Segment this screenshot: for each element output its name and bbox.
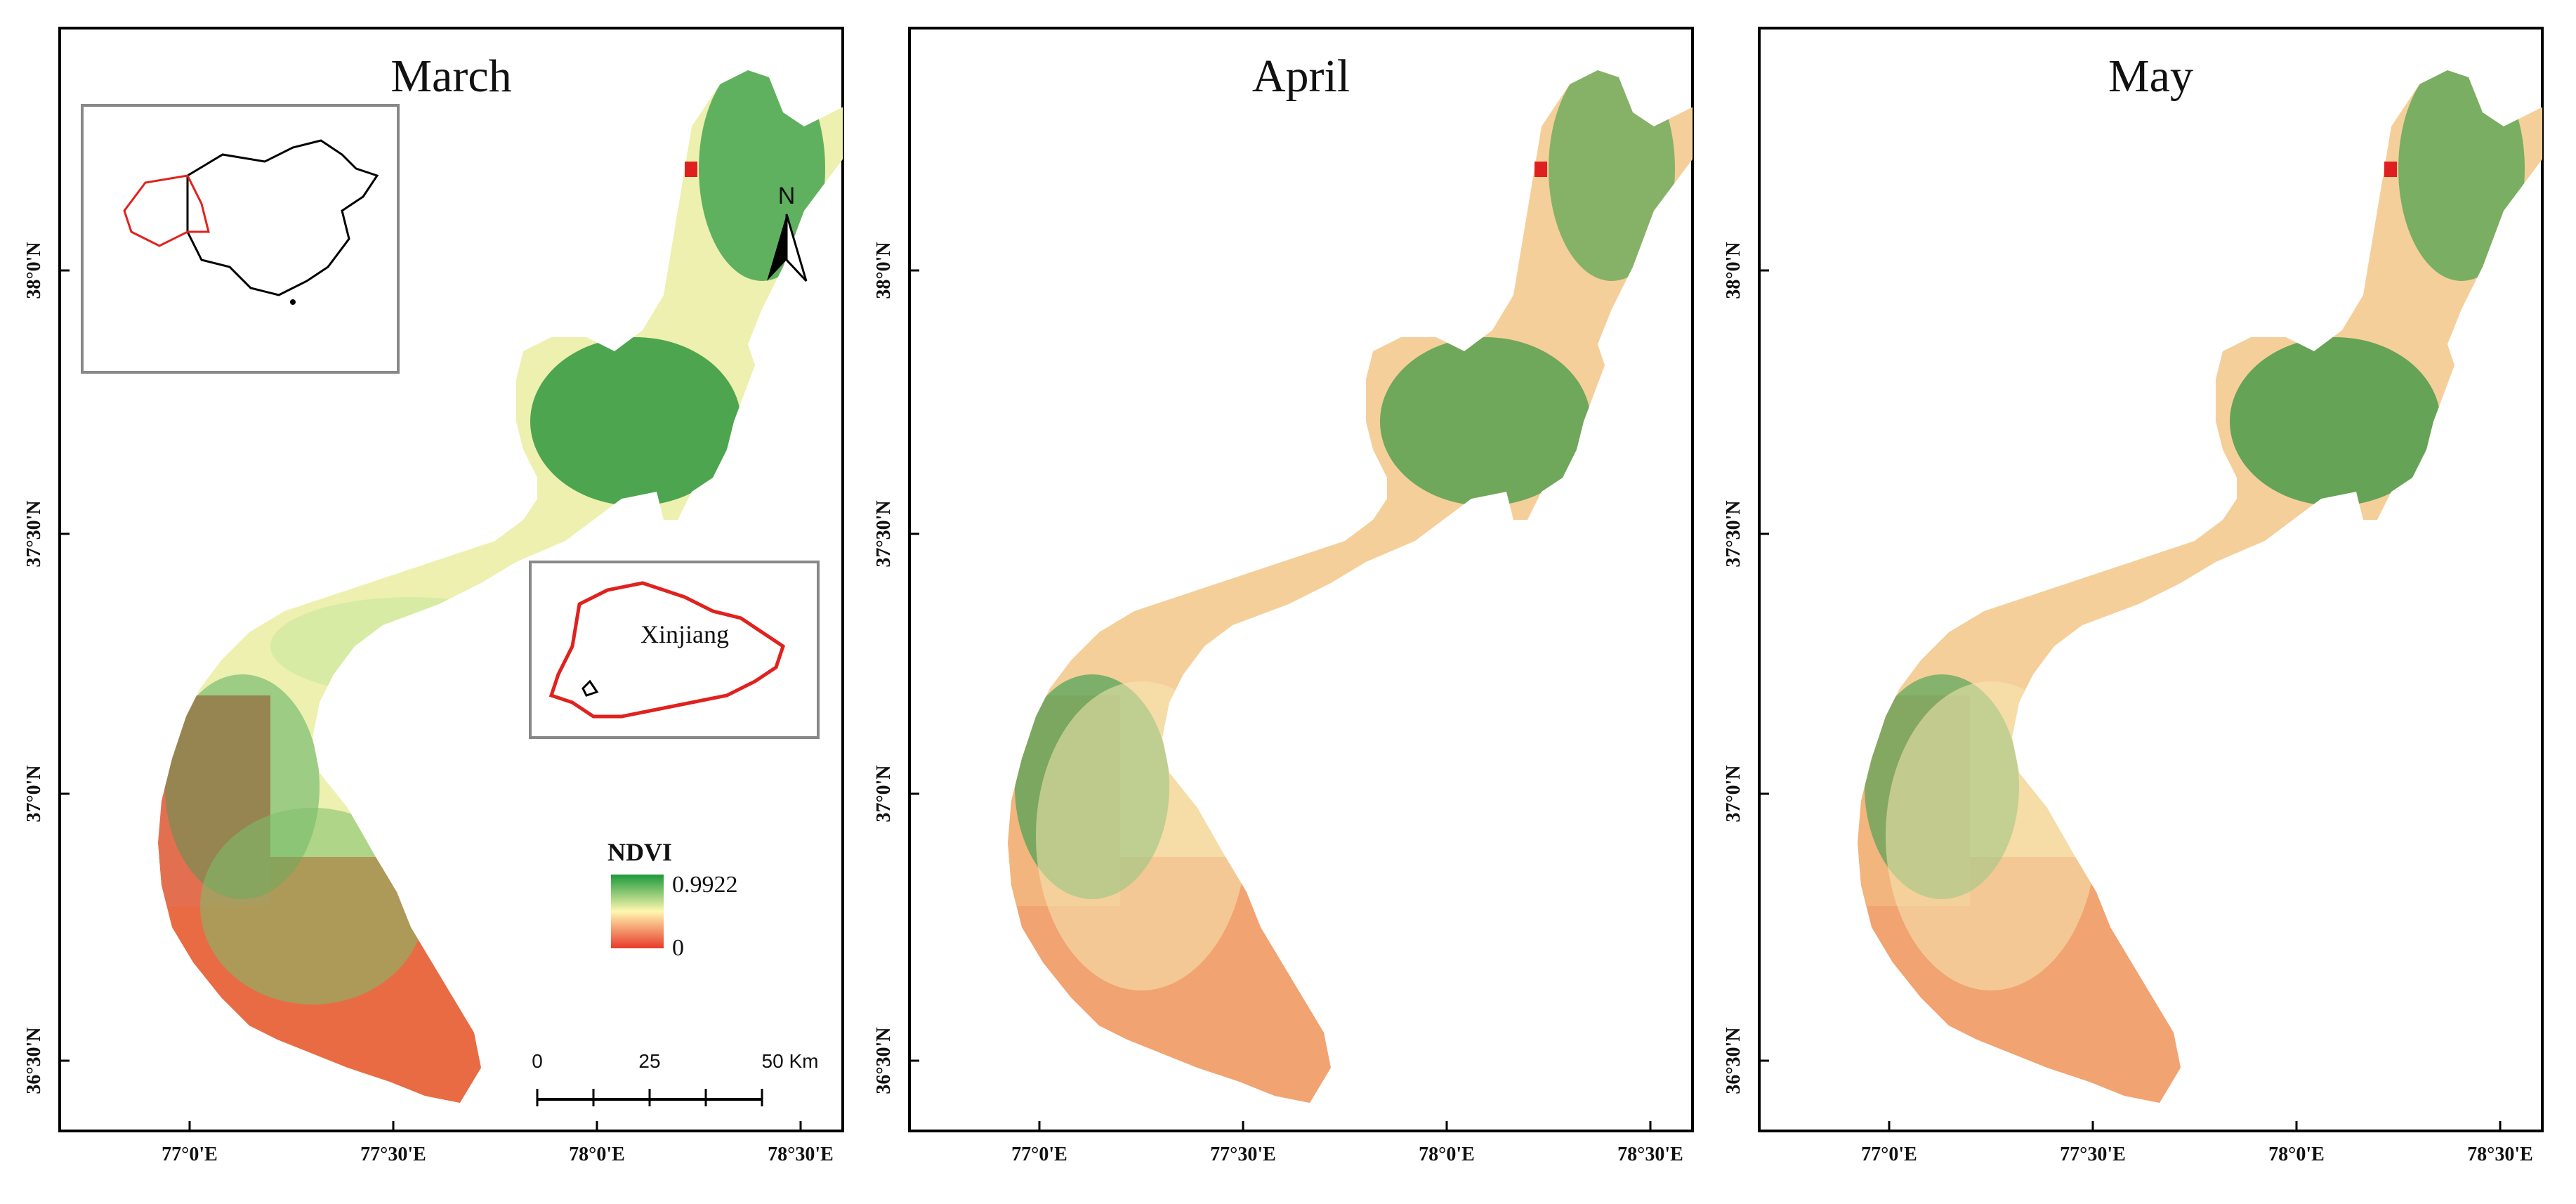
lat-label: 38°0'N [1723, 242, 1744, 299]
lat-label: 37°0'N [23, 765, 45, 822]
ndvi-low-patch [685, 162, 697, 177]
map-panel: March 38°0'N 37°30'N 37°0'N 36°30'N 77°0'E 77°… [23, 27, 844, 1165]
ndvi-low-patch [2384, 162, 2397, 177]
china-inset [81, 104, 400, 374]
lat-label: 37°30'N [873, 500, 895, 567]
lon-label: 78°30'E [1617, 1144, 1683, 1165]
panel-title: March [390, 51, 511, 102]
xinjiang-label: Xinjiang [640, 620, 729, 648]
lon-label: 78°0'E [2268, 1144, 2325, 1165]
lon-label: 77°30'E [2060, 1144, 2126, 1165]
xinjiang-outline [123, 174, 210, 247]
lon-label: 78°30'E [768, 1144, 834, 1165]
lon-label: 78°0'E [1419, 1144, 1475, 1165]
xinjiang-shape [548, 581, 785, 719]
lat-label: 36°30'N [1723, 1027, 1744, 1094]
map-panel: May 38°0'N 37°30'N 37°0'N 36°30'N 77°0'E 77°30… [1723, 27, 2544, 1165]
lon-label: 77°0'E [1011, 1144, 1067, 1165]
scale-label: 25 [638, 1050, 660, 1072]
legend-max-label: 0.9922 [672, 872, 738, 898]
panel-title: May [2108, 51, 2193, 102]
lat-label: 38°0'N [23, 242, 45, 299]
china-outline [186, 139, 379, 296]
lon-label: 77°30'E [1210, 1144, 1276, 1165]
lon-label: 78°0'E [569, 1144, 625, 1165]
study-area-marker [581, 679, 599, 697]
legend-min-label: 0 [672, 935, 684, 961]
lon-label: 78°30'E [2467, 1144, 2533, 1165]
scale-label: 0 [532, 1050, 543, 1072]
legend-gradient [611, 875, 664, 948]
lat-label: 37°0'N [1723, 765, 1744, 822]
xinjiang-inset: Xinjiang [529, 561, 820, 739]
north-label: N [778, 183, 796, 209]
map-panel: April 38°0'N 37°30'N 37°0'N 36°30'N 77°0'E 77°… [873, 27, 1694, 1165]
lat-label: 37°0'N [873, 765, 895, 822]
legend-title: NDVI [607, 838, 672, 866]
scale-label: 50 Km [762, 1050, 819, 1072]
lon-label: 77°30'E [360, 1144, 426, 1165]
panel-title: April [1252, 51, 1350, 102]
scale-bar: 0 25 50 Km [532, 1050, 818, 1106]
lat-label: 37°30'N [23, 500, 45, 567]
lat-label: 38°0'N [873, 242, 895, 299]
lon-label: 77°0'E [1861, 1144, 1917, 1165]
island-marker [290, 299, 296, 305]
lon-label: 77°0'E [162, 1144, 218, 1165]
lat-label: 37°30'N [1723, 500, 1744, 567]
north-arrow: N [767, 183, 808, 282]
ndvi-low-patch [1535, 162, 1547, 177]
lat-label: 36°30'N [23, 1027, 45, 1094]
lat-label: 36°30'N [873, 1027, 895, 1094]
